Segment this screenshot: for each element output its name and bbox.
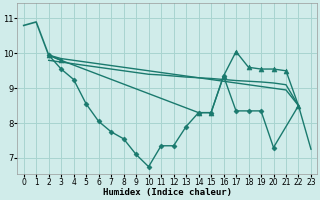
X-axis label: Humidex (Indice chaleur): Humidex (Indice chaleur) bbox=[103, 188, 232, 197]
